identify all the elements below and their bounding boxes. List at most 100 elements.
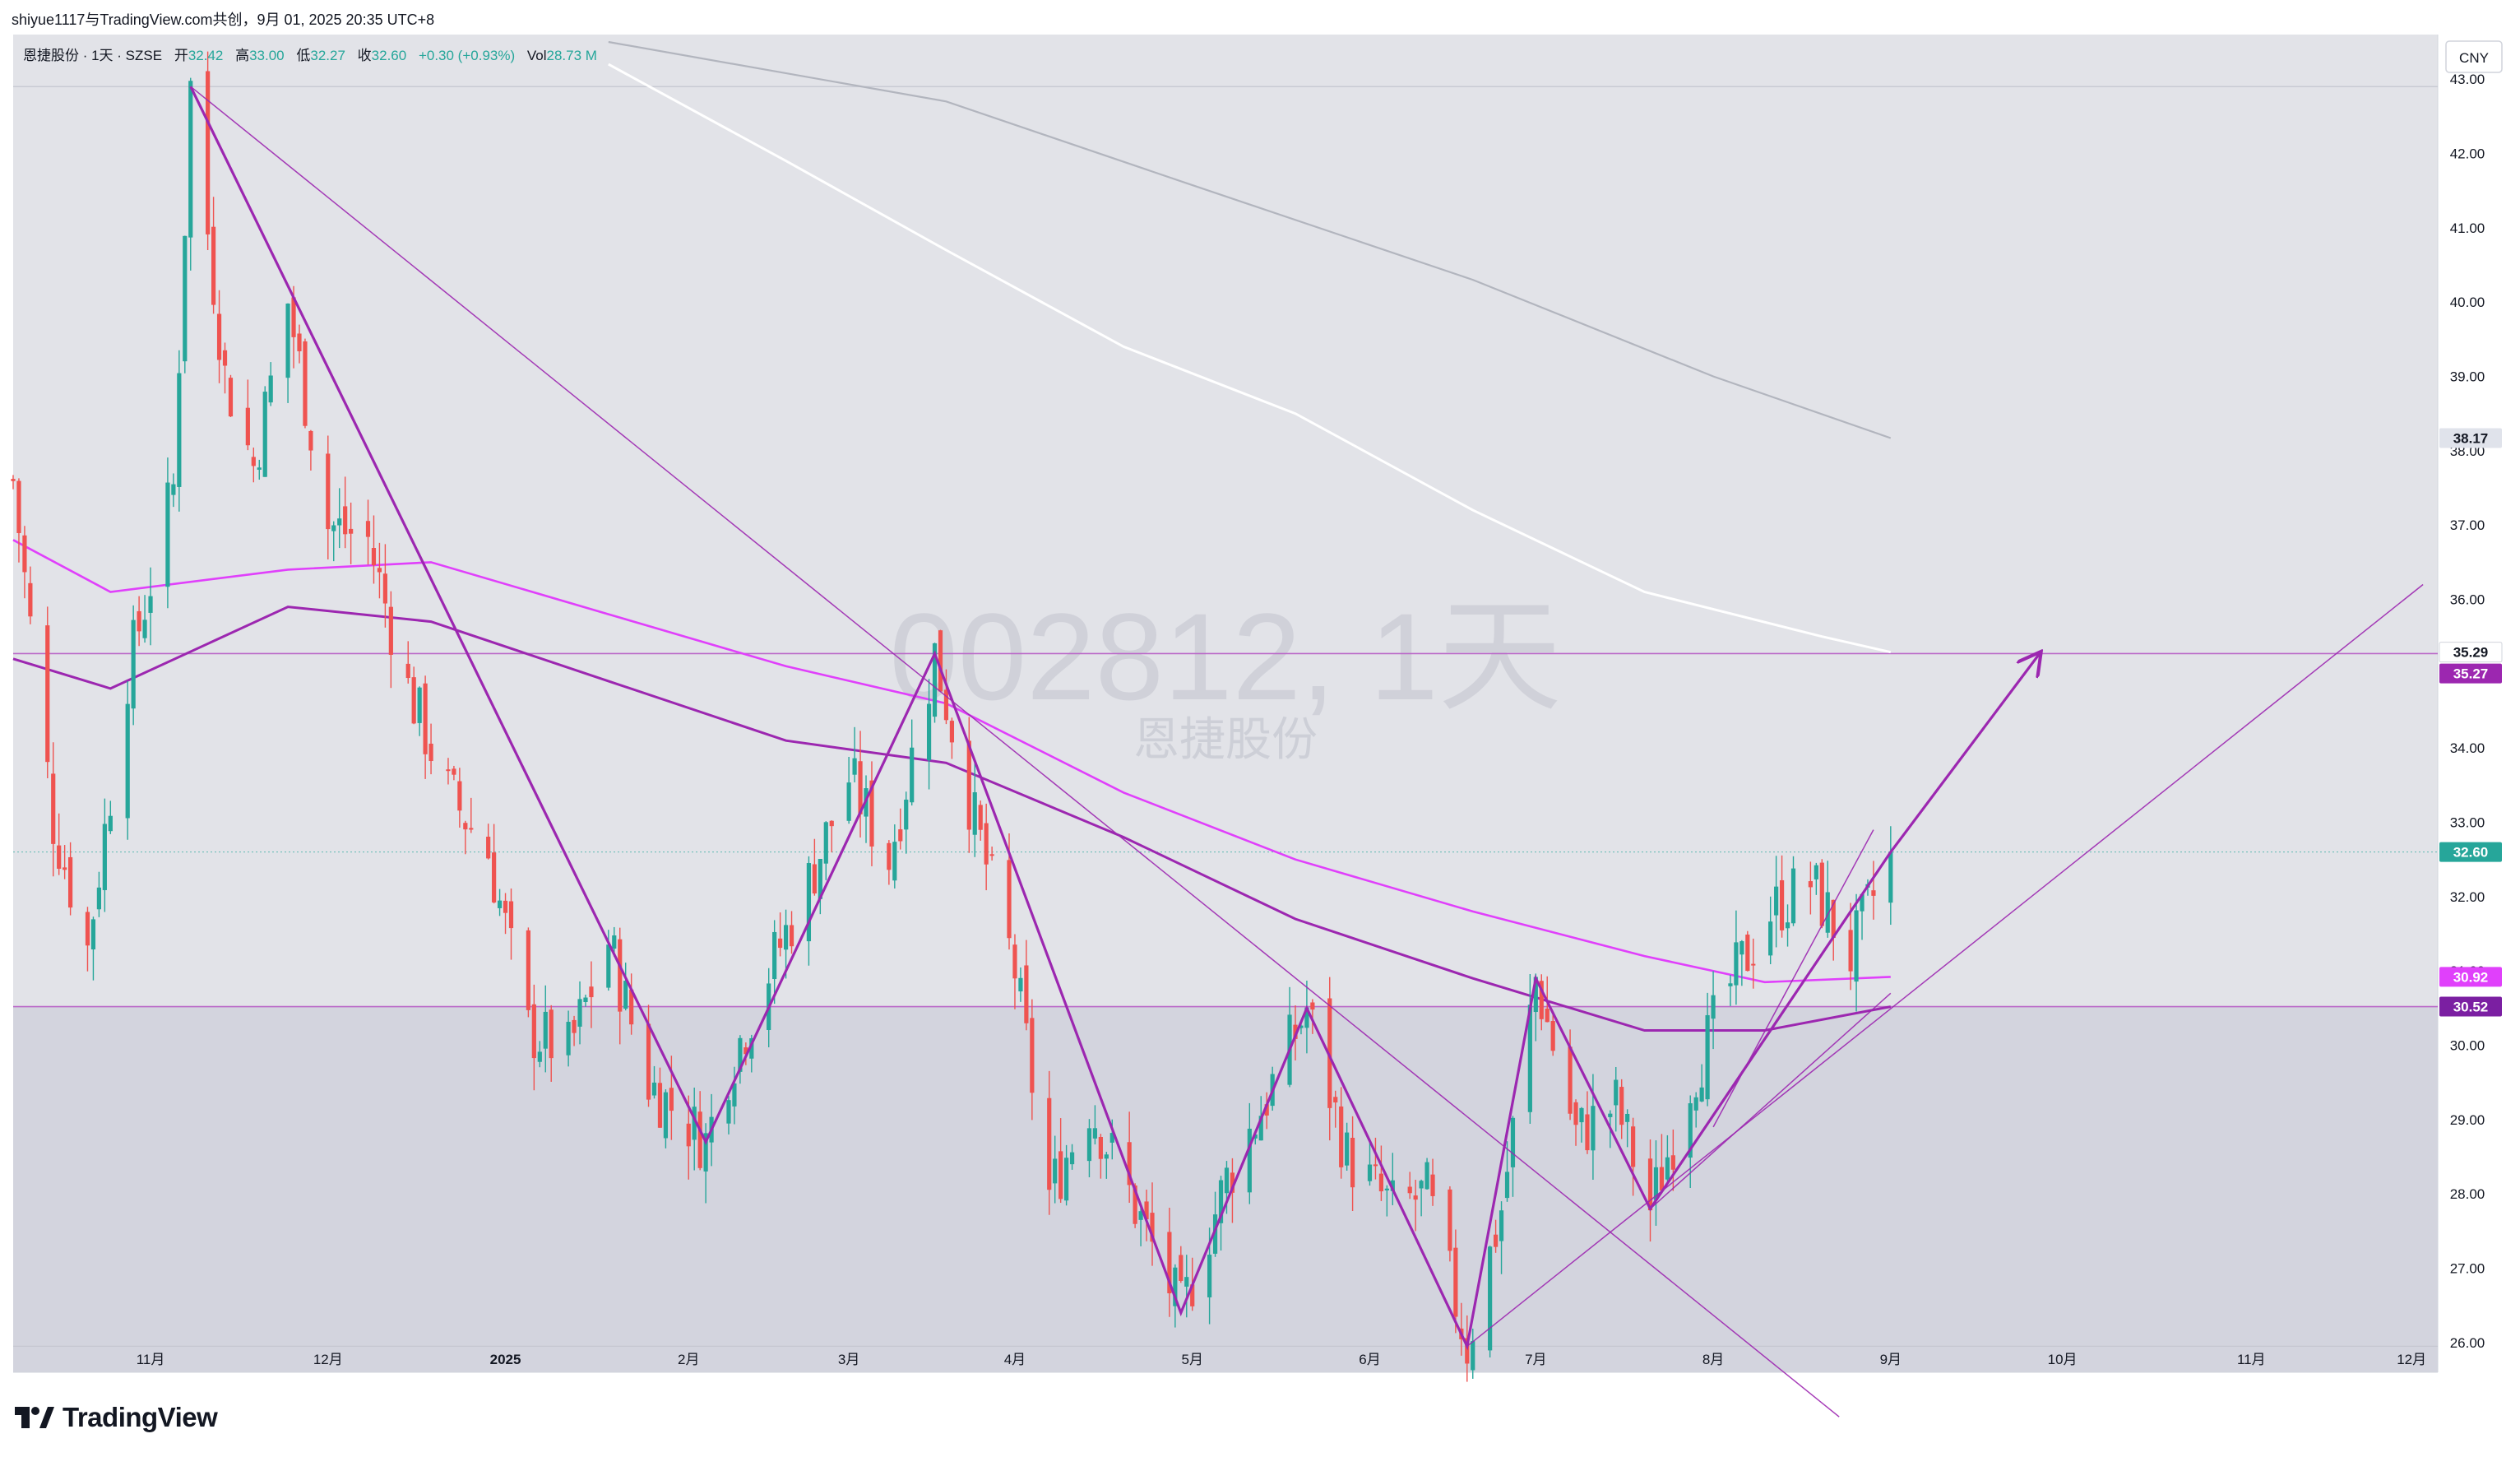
candle-body: [1527, 1005, 1532, 1112]
candle-body: [417, 687, 422, 723]
candle-body: [1345, 1132, 1350, 1166]
candle-body: [165, 482, 170, 587]
candle-body: [308, 430, 313, 451]
candle-body: [1825, 892, 1830, 933]
candle-body: [869, 780, 874, 847]
candle-body: [1774, 886, 1779, 916]
candle-body: [405, 663, 410, 679]
candle-body: [206, 71, 211, 234]
candle-body: [846, 782, 851, 821]
legend-vol-label: Vol: [527, 48, 547, 63]
drawings[interactable]: [189, 86, 2424, 1418]
candle-body: [1304, 1007, 1309, 1028]
candle-body: [148, 596, 153, 613]
time-tick-label: 10月: [2048, 1352, 2078, 1367]
time-tick-label: 3月: [838, 1352, 859, 1367]
candle-body: [1493, 1234, 1499, 1247]
candle-body: [1218, 1180, 1224, 1223]
candle-body: [1625, 1113, 1630, 1122]
candle-body: [1854, 910, 1859, 982]
candle-body: [1745, 934, 1750, 972]
candle-body: [772, 931, 777, 980]
candle-body: [1585, 1114, 1590, 1151]
candle-body: [1407, 1186, 1412, 1194]
candle-body: [1224, 1167, 1230, 1194]
time-tick-label: 4月: [1004, 1352, 1026, 1367]
candle-body: [125, 703, 130, 819]
legend-vol: 28.73 M: [547, 48, 597, 63]
tradingview-logo[interactable]: TradingView: [15, 1397, 218, 1438]
price-tick-label: 33.00: [2450, 815, 2485, 831]
candle-body: [1127, 1142, 1132, 1186]
legend-close-label: 收: [358, 48, 372, 63]
candle-body: [537, 1051, 542, 1062]
candle-body: [669, 1088, 674, 1111]
price-label-bg: [2439, 842, 2502, 862]
candle-body: [1367, 1164, 1373, 1181]
price-label-level: 35.27: [2439, 663, 2502, 684]
trend-line: [1466, 583, 2424, 1347]
candle-body: [268, 375, 273, 403]
candle-body: [1647, 1158, 1653, 1211]
candle-body: [331, 525, 336, 531]
candle-body: [492, 852, 497, 903]
candle-body: [812, 864, 817, 893]
candle-body: [892, 842, 897, 881]
candle-body: [1293, 1024, 1298, 1039]
time-axis[interactable]: 11月 12月 2025 2月 3月 4月 5月 6月 7月 8月 9月 10月 11月 12月: [137, 1352, 2426, 1367]
price-label-text: 30.92: [2453, 969, 2489, 985]
price-tick-label: 43.00: [2450, 72, 2485, 87]
candle-body: [726, 1100, 731, 1124]
candle-body: [1579, 1107, 1584, 1123]
candle-body: [297, 333, 302, 351]
candle-body: [566, 1022, 571, 1056]
candle-body: [1327, 998, 1332, 1108]
candle-body: [972, 792, 977, 835]
candle-body: [508, 901, 514, 929]
candle-body: [1419, 1181, 1424, 1189]
candle-body: [1299, 1025, 1304, 1028]
time-tick-label: 12月: [2397, 1352, 2426, 1367]
candle-body: [222, 350, 228, 366]
trend-line: [1649, 992, 1892, 1209]
candle-body: [1007, 860, 1012, 939]
candle-body: [612, 935, 617, 949]
candle-body: [1471, 1341, 1475, 1371]
price-label-text: 30.52: [2453, 1000, 2489, 1015]
price-label-ma_slowest: 38.17: [2439, 428, 2502, 448]
candle-body: [337, 518, 342, 526]
candle-body: [1693, 1097, 1698, 1111]
candle-body: [211, 226, 216, 305]
candle-body: [1378, 1173, 1383, 1192]
candle-body: [1573, 1102, 1578, 1125]
candle-body: [349, 528, 354, 534]
candle-body: [1024, 965, 1029, 1023]
candle-body: [623, 981, 628, 1009]
price-tick-label: 30.00: [2450, 1038, 2485, 1054]
candle-body: [1728, 983, 1733, 986]
candle-body: [177, 373, 182, 487]
candle-body: [1631, 1126, 1636, 1167]
candle-body: [1688, 1103, 1693, 1158]
candle-body: [45, 625, 50, 763]
candle-body: [1453, 1247, 1458, 1317]
candle-body: [1591, 1106, 1596, 1151]
price-tick-label: 27.00: [2450, 1261, 2485, 1277]
candle-body: [1350, 1137, 1355, 1188]
candle-body: [543, 1011, 548, 1049]
candle-body: [486, 837, 491, 859]
candle-body: [657, 1083, 663, 1128]
candle-body: [428, 743, 433, 762]
candle-body: [1831, 899, 1836, 939]
candle-body: [51, 773, 56, 844]
candle-body: [549, 1009, 554, 1059]
price-tick-label: 41.00: [2450, 220, 2485, 236]
watermark-name: 恩捷股份: [1133, 713, 1318, 765]
time-tick-label: 2月: [678, 1352, 699, 1367]
candle-body: [910, 747, 915, 803]
candle-body: [343, 506, 348, 535]
time-tick-label: 9月: [1880, 1352, 1902, 1367]
candle-body: [1739, 941, 1744, 955]
currency-button[interactable]: CNY: [2445, 40, 2503, 73]
